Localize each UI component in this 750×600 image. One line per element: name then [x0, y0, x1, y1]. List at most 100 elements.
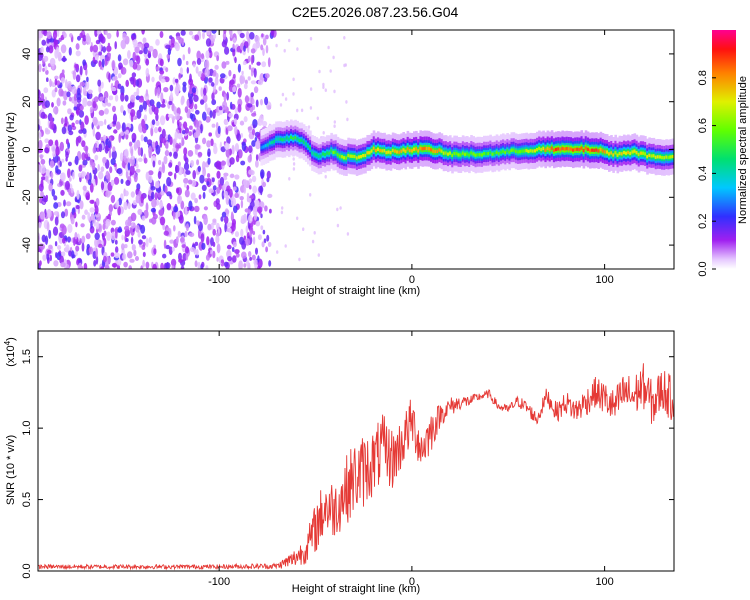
colorbar-label: Normalized spectral amplitude: [737, 76, 749, 224]
noise-blob: [245, 225, 249, 234]
noise-blob: [208, 188, 214, 194]
ridge-cell: [417, 149, 420, 153]
noise-blob: [233, 205, 238, 214]
noise-blob: [190, 160, 195, 167]
noise-blob: [94, 142, 98, 148]
ridge-cell: [669, 155, 673, 159]
noise-blob: [275, 43, 278, 48]
noise-blob: [137, 157, 143, 162]
ridge-cell: [453, 151, 456, 156]
noise-blob: [169, 35, 173, 40]
noise-blob: [244, 79, 248, 85]
noise-blob: [92, 100, 97, 109]
noise-blob: [44, 147, 50, 154]
noise-blob: [194, 241, 199, 246]
ridge-cell: [340, 155, 344, 159]
noise-blob: [152, 160, 156, 168]
ridge-cell: [510, 148, 514, 152]
noise-blob: [186, 98, 190, 109]
ridge-cell: [586, 147, 590, 151]
ridge-cell: [616, 153, 620, 157]
noise-blob: [248, 214, 253, 224]
noise-blob: [296, 108, 299, 113]
noise-blob: [62, 55, 66, 63]
noise-blob: [155, 120, 160, 126]
noise-blob: [124, 225, 130, 231]
ridge-cell: [404, 149, 408, 153]
noise-blob: [61, 69, 65, 75]
noise-blob: [79, 105, 84, 111]
ridge-cell: [499, 150, 503, 154]
noise-blob: [137, 208, 143, 216]
noise-blob: [54, 241, 58, 247]
noise-blob: [202, 167, 207, 177]
noise-blob: [178, 258, 184, 263]
noise-blob: [110, 179, 115, 187]
noise-blob: [189, 112, 193, 120]
noise-blob: [160, 92, 164, 102]
ridge-cell: [480, 153, 484, 157]
noise-blob: [177, 57, 182, 67]
snr-series-line: [38, 363, 674, 571]
noise-blob: [41, 234, 46, 243]
noise-blob: [311, 239, 315, 244]
noise-blob: [73, 212, 77, 219]
ridge-cell: [569, 147, 573, 151]
noise-blob: [188, 31, 194, 36]
noise-blob: [49, 121, 55, 130]
ridge-cell: [296, 137, 299, 141]
noise-blob: [57, 245, 62, 250]
noise-blob: [317, 253, 320, 257]
ridge-cell: [472, 152, 475, 156]
noise-blob: [69, 114, 74, 121]
noise-blob: [197, 151, 203, 157]
ridge-cell: [504, 150, 507, 155]
noise-blob: [130, 148, 134, 157]
ridge-cell: [654, 155, 658, 159]
noise-blob: [115, 246, 119, 254]
noise-blob: [94, 232, 100, 240]
noise-blob: [65, 151, 69, 159]
noise-blob: [163, 155, 168, 165]
noise-blob: [260, 44, 264, 51]
noise-blob: [193, 119, 199, 128]
noise-blob: [135, 224, 140, 233]
noise-blob: [234, 192, 239, 198]
noise-blob: [232, 48, 236, 57]
noise-blob: [60, 172, 66, 182]
ridge-cell: [578, 147, 581, 152]
noise-blob: [58, 88, 64, 97]
ridge-cell: [631, 150, 634, 154]
ridge-cell: [593, 148, 596, 152]
noise-blob: [249, 32, 255, 40]
noise-blob: [182, 54, 186, 61]
spectrogram-ylabel: Frequency (Hz): [5, 112, 17, 188]
noise-blob: [169, 136, 173, 145]
noise-blob: [243, 179, 248, 187]
noise-blob: [309, 87, 313, 91]
noise-blob: [134, 46, 140, 53]
noise-blob: [45, 194, 48, 200]
ridge-cell: [544, 148, 547, 152]
noise-blob: [44, 100, 50, 108]
noise-blob: [88, 246, 93, 255]
y-tick-label: 0.0: [21, 563, 33, 578]
noise-blob: [169, 84, 174, 92]
ridge-cell: [398, 150, 401, 154]
noise-blob: [59, 160, 62, 167]
noise-blob: [260, 185, 263, 196]
noise-blob: [136, 109, 142, 120]
noise-blob: [67, 236, 71, 243]
noise-blob: [138, 50, 143, 55]
noise-blob: [241, 141, 247, 152]
noise-blob: [175, 187, 180, 194]
noise-blob: [102, 46, 107, 53]
noise-blob: [104, 97, 109, 106]
noise-blob: [77, 87, 81, 96]
noise-blob: [79, 200, 84, 210]
noise-blob: [125, 129, 129, 135]
noise-blob: [313, 231, 316, 235]
noise-blob: [162, 163, 166, 174]
noise-blob: [194, 260, 198, 268]
noise-blob: [175, 43, 180, 52]
